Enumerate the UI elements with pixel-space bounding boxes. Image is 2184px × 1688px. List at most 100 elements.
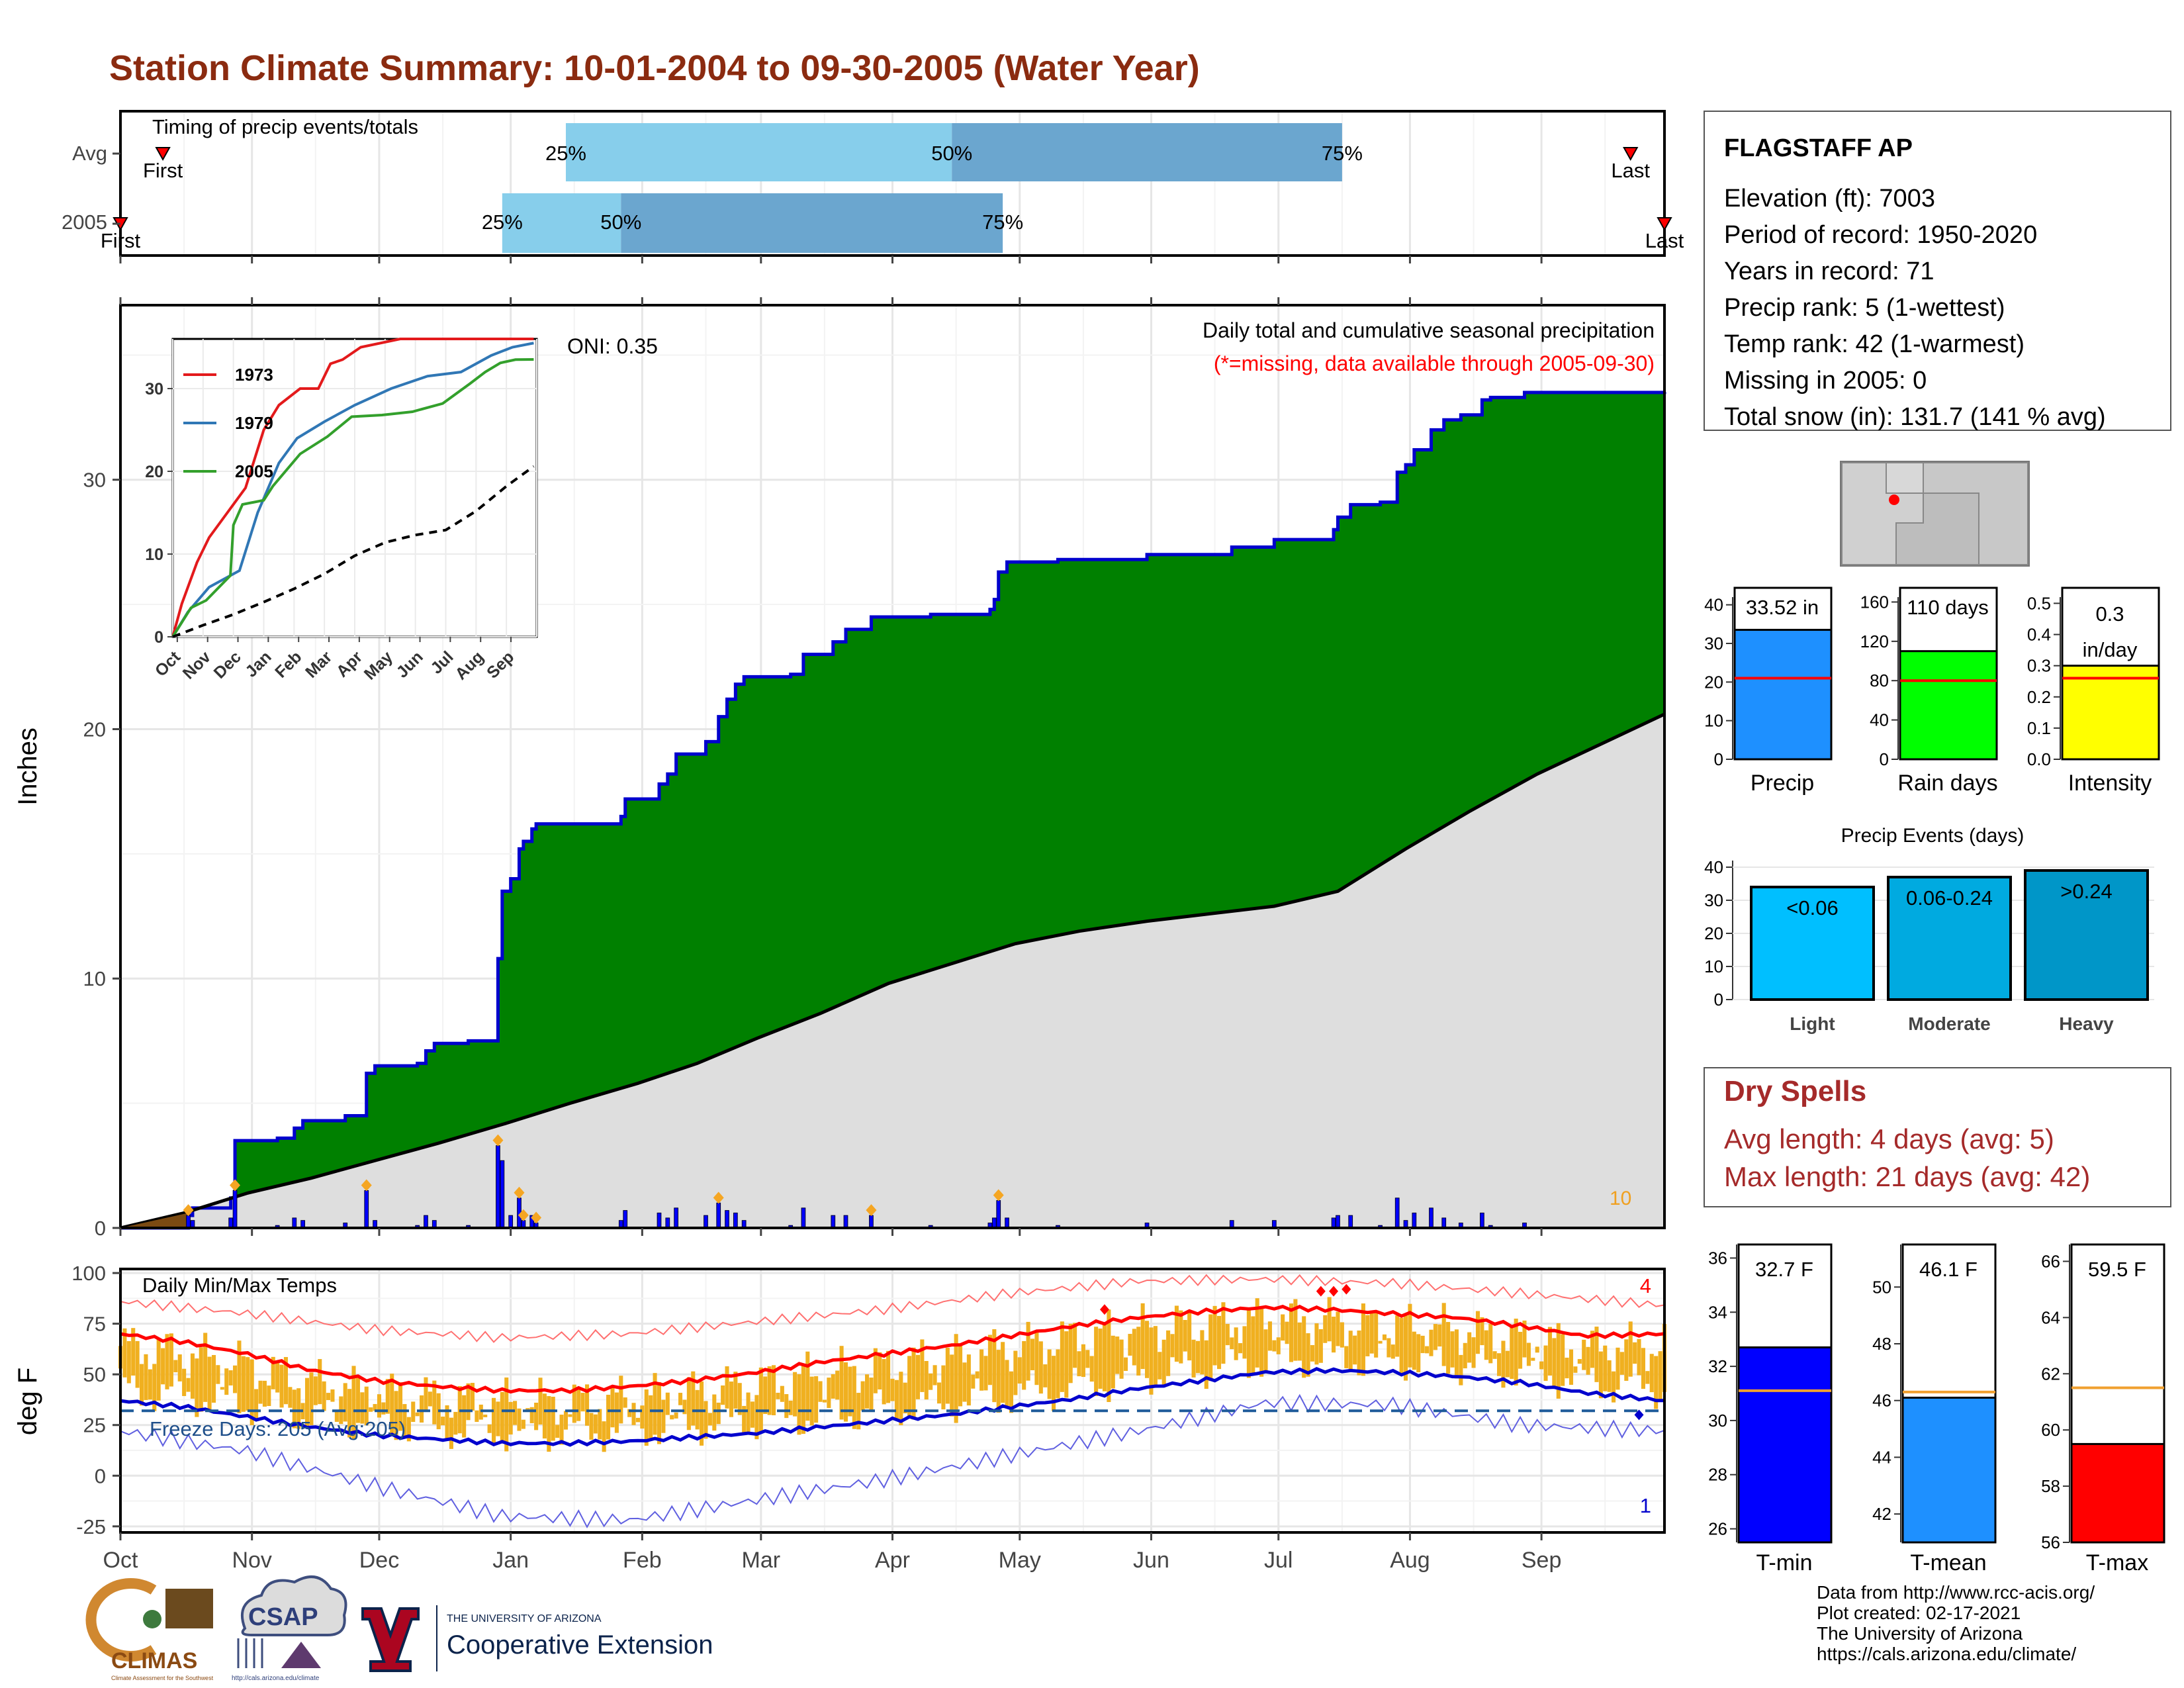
- daily-temp-bar: [1119, 1339, 1124, 1379]
- last-label: Last: [1611, 159, 1650, 182]
- daily-temp-bar: [364, 1386, 369, 1426]
- daily-temp-bar: [318, 1359, 322, 1405]
- mini-temp-tick-label: 60: [2041, 1420, 2060, 1440]
- daily-temp-bar: [1552, 1338, 1557, 1386]
- snow-day-marker: [866, 1204, 877, 1217]
- daily-temp-bar: [1332, 1317, 1336, 1353]
- daily-temp-bar: [882, 1359, 886, 1405]
- daily-temp-bar: [475, 1410, 479, 1423]
- daily-temp-bar: [899, 1372, 903, 1425]
- daily-temp-bar: [428, 1391, 432, 1407]
- temperature-panel: -25 0 25 50 75 100 Oct Nov Dec Jan Feb Mar Apr May Ju…: [13, 1262, 1667, 1573]
- mini-temp-tick-label: 36: [1708, 1248, 1727, 1268]
- csap-rain: [237, 1638, 263, 1668]
- station-elevation: Elevation (ft): 7003: [1724, 185, 1935, 212]
- daily-temp-bar: [1624, 1339, 1629, 1381]
- daily-temp-bar: [258, 1380, 263, 1404]
- daily-temp-bar: [721, 1385, 725, 1405]
- snow-day-marker: [518, 1209, 529, 1221]
- daily-temp-bar: [140, 1364, 144, 1406]
- daily-temp-bar: [1022, 1340, 1026, 1390]
- daily-temp-bar: [907, 1356, 912, 1418]
- daily-temp-bar: [415, 1412, 420, 1417]
- daily-precip-bar: [496, 1145, 500, 1229]
- daily-temp-bar: [1531, 1358, 1535, 1361]
- daily-temp-bar: [1200, 1330, 1205, 1375]
- daily-temp-bar: [878, 1352, 882, 1389]
- month-label: Jan: [492, 1548, 529, 1573]
- daily-temp-bar: [1085, 1350, 1090, 1368]
- daily-temp-bar: [1403, 1315, 1408, 1381]
- daily-temp-bar: [1068, 1323, 1073, 1383]
- credits: Data from http://www.rcc-acis.org/Plot c…: [1817, 1582, 2095, 1664]
- daily-temp-bar: [665, 1392, 670, 1415]
- avg-tmax-line: [120, 1305, 1665, 1394]
- daily-temp-bar: [593, 1414, 598, 1434]
- daily-temp-bar: [686, 1377, 691, 1430]
- daily-temp-bar: [487, 1424, 492, 1433]
- daily-temp-bar: [1242, 1326, 1247, 1359]
- precip-ylabel: Inches: [13, 727, 42, 806]
- legend-label: 1979: [235, 413, 273, 433]
- daily-temp-bar: [449, 1417, 453, 1449]
- credit-url: https://cals.arizona.edu/climate/: [1817, 1644, 2077, 1664]
- mini-tick-label: 0: [1714, 749, 1723, 769]
- daily-temp-bar: [182, 1368, 187, 1396]
- daily-temp-bar: [156, 1339, 161, 1401]
- daily-temp-bar: [941, 1365, 946, 1410]
- timing-bar-q2: [952, 123, 1342, 181]
- month-label: Oct: [103, 1548, 138, 1573]
- daily-temp-bar: [1128, 1334, 1132, 1356]
- daily-temp-bar: [288, 1387, 293, 1408]
- mini-category-label: Intensity: [2068, 771, 2152, 796]
- daily-temp-bar: [1170, 1334, 1175, 1358]
- university-logo: THE UNIVERSITY OF ARIZONA Cooperative Ex…: [361, 1605, 713, 1672]
- daily-precip-bar: [869, 1215, 874, 1229]
- daily-temp-bar: [177, 1354, 182, 1382]
- daily-precip-bar: [996, 1200, 1001, 1229]
- daily-temp-bar: [211, 1354, 216, 1403]
- daily-temp-bar: [827, 1378, 831, 1409]
- daily-temp-bar: [920, 1339, 925, 1392]
- credit-institution: The University of Arizona: [1817, 1623, 2023, 1644]
- station-box-frame: [1704, 111, 2171, 431]
- record-high-count: 4: [1640, 1274, 1651, 1297]
- daily-temp-bar: [1378, 1340, 1383, 1344]
- daily-temp-bar: [1654, 1356, 1659, 1409]
- daily-temp-bar: [135, 1340, 140, 1388]
- temp-ylabel: deg F: [13, 1368, 42, 1435]
- daily-temp-bar: [801, 1366, 805, 1434]
- daily-temp-bar: [831, 1374, 835, 1399]
- mini-tick-label: 0.2: [2027, 687, 2051, 707]
- daily-temp-bar: [746, 1392, 751, 1432]
- daily-temp-bar: [1259, 1308, 1264, 1377]
- daily-temp-bar: [1510, 1326, 1514, 1380]
- daily-temp-bar: [1628, 1321, 1633, 1377]
- daily-temp-bar: [267, 1385, 271, 1406]
- mini-temp-tick-label: 56: [2041, 1532, 2060, 1552]
- daily-temp-bar: [843, 1362, 848, 1422]
- daily-temp-bar: [483, 1414, 488, 1417]
- daily-temp-bar: [1145, 1321, 1150, 1378]
- daily-temp-bar: [279, 1364, 284, 1408]
- daily-temp-bar: [1238, 1343, 1243, 1354]
- precip-panel: 0 10 20 30 Daily total and cumulative seaso…: [13, 297, 1666, 1240]
- daily-temp-bar: [500, 1391, 504, 1444]
- daily-temp-bar: [1543, 1345, 1548, 1382]
- daily-temp-bar: [915, 1354, 920, 1399]
- daily-temp-bar: [224, 1368, 229, 1395]
- daily-temp-bar: [1336, 1311, 1340, 1346]
- daily-temp-bar: [195, 1358, 199, 1417]
- inset-series-1979: [171, 342, 534, 638]
- daily-temp-bar: [373, 1404, 377, 1411]
- daily-precip-bar: [1480, 1212, 1484, 1229]
- daily-temp-bar: [945, 1347, 950, 1404]
- mini-category-label: Precip: [1751, 771, 1814, 796]
- mini-tick-label: 0.4: [2027, 625, 2051, 645]
- daily-temp-bar: [780, 1385, 784, 1402]
- daily-temp-bar: [580, 1393, 585, 1412]
- mini-temp-tick-label: 66: [2041, 1251, 2060, 1271]
- quartile-label: 75%: [1322, 142, 1363, 165]
- y-tick-label: 20: [83, 718, 106, 741]
